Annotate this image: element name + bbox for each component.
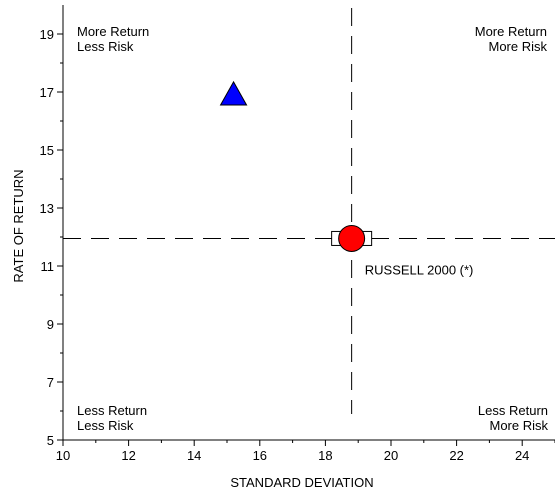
x-tick-label: 24 xyxy=(515,448,529,463)
x-tick-label: 14 xyxy=(187,448,201,463)
x-tick-label: 20 xyxy=(384,448,398,463)
x-tick-label: 18 xyxy=(318,448,332,463)
y-tick-label: 19 xyxy=(40,27,54,42)
quadrant-bottom-right-line1: Less Return xyxy=(478,403,548,418)
quadrant-top-left-line2: Less Risk xyxy=(77,39,134,54)
y-tick-label: 17 xyxy=(40,85,54,100)
reference-lines xyxy=(63,8,555,414)
quadrant-bottom-right-line2: More Risk xyxy=(489,418,548,433)
y-tick-label: 11 xyxy=(41,259,55,274)
quadrant-top-left-line1: More Return xyxy=(77,24,149,39)
x-axis-title: STANDARD DEVIATION xyxy=(230,475,373,490)
quadrant-top-right-line1: More Return xyxy=(475,24,547,39)
y-tick-label: 9 xyxy=(47,317,54,332)
x-tick-label: 22 xyxy=(449,448,463,463)
data-points xyxy=(219,80,373,252)
quadrant-bottom-left-line1: Less Return xyxy=(77,403,147,418)
x-tick-label: 10 xyxy=(56,448,70,463)
quadrant-bottom-left-line2: Less Risk xyxy=(77,418,134,433)
quadrant-labels: More Return Less Risk More Return More R… xyxy=(77,24,548,433)
circle-point xyxy=(338,224,366,252)
axes: 10 12 14 16 18 20 22 24 5 7 9 11 13 15 17 19 xyxy=(40,5,555,463)
y-axis-title: RATE OF RETURN xyxy=(11,169,26,282)
y-tick-label: 5 xyxy=(47,433,54,448)
x-tick-label: 16 xyxy=(253,448,267,463)
y-tick-label: 7 xyxy=(47,375,54,390)
y-tick-label: 15 xyxy=(40,143,54,158)
triangle-point xyxy=(219,80,248,106)
x-tick-label: 12 xyxy=(121,448,135,463)
russell-2000-label: RUSSELL 2000 (*) xyxy=(365,263,474,278)
y-tick-label: 13 xyxy=(40,201,54,216)
annotations: RUSSELL 2000 (*) xyxy=(365,263,474,278)
quadrant-top-right-line2: More Risk xyxy=(488,39,547,54)
